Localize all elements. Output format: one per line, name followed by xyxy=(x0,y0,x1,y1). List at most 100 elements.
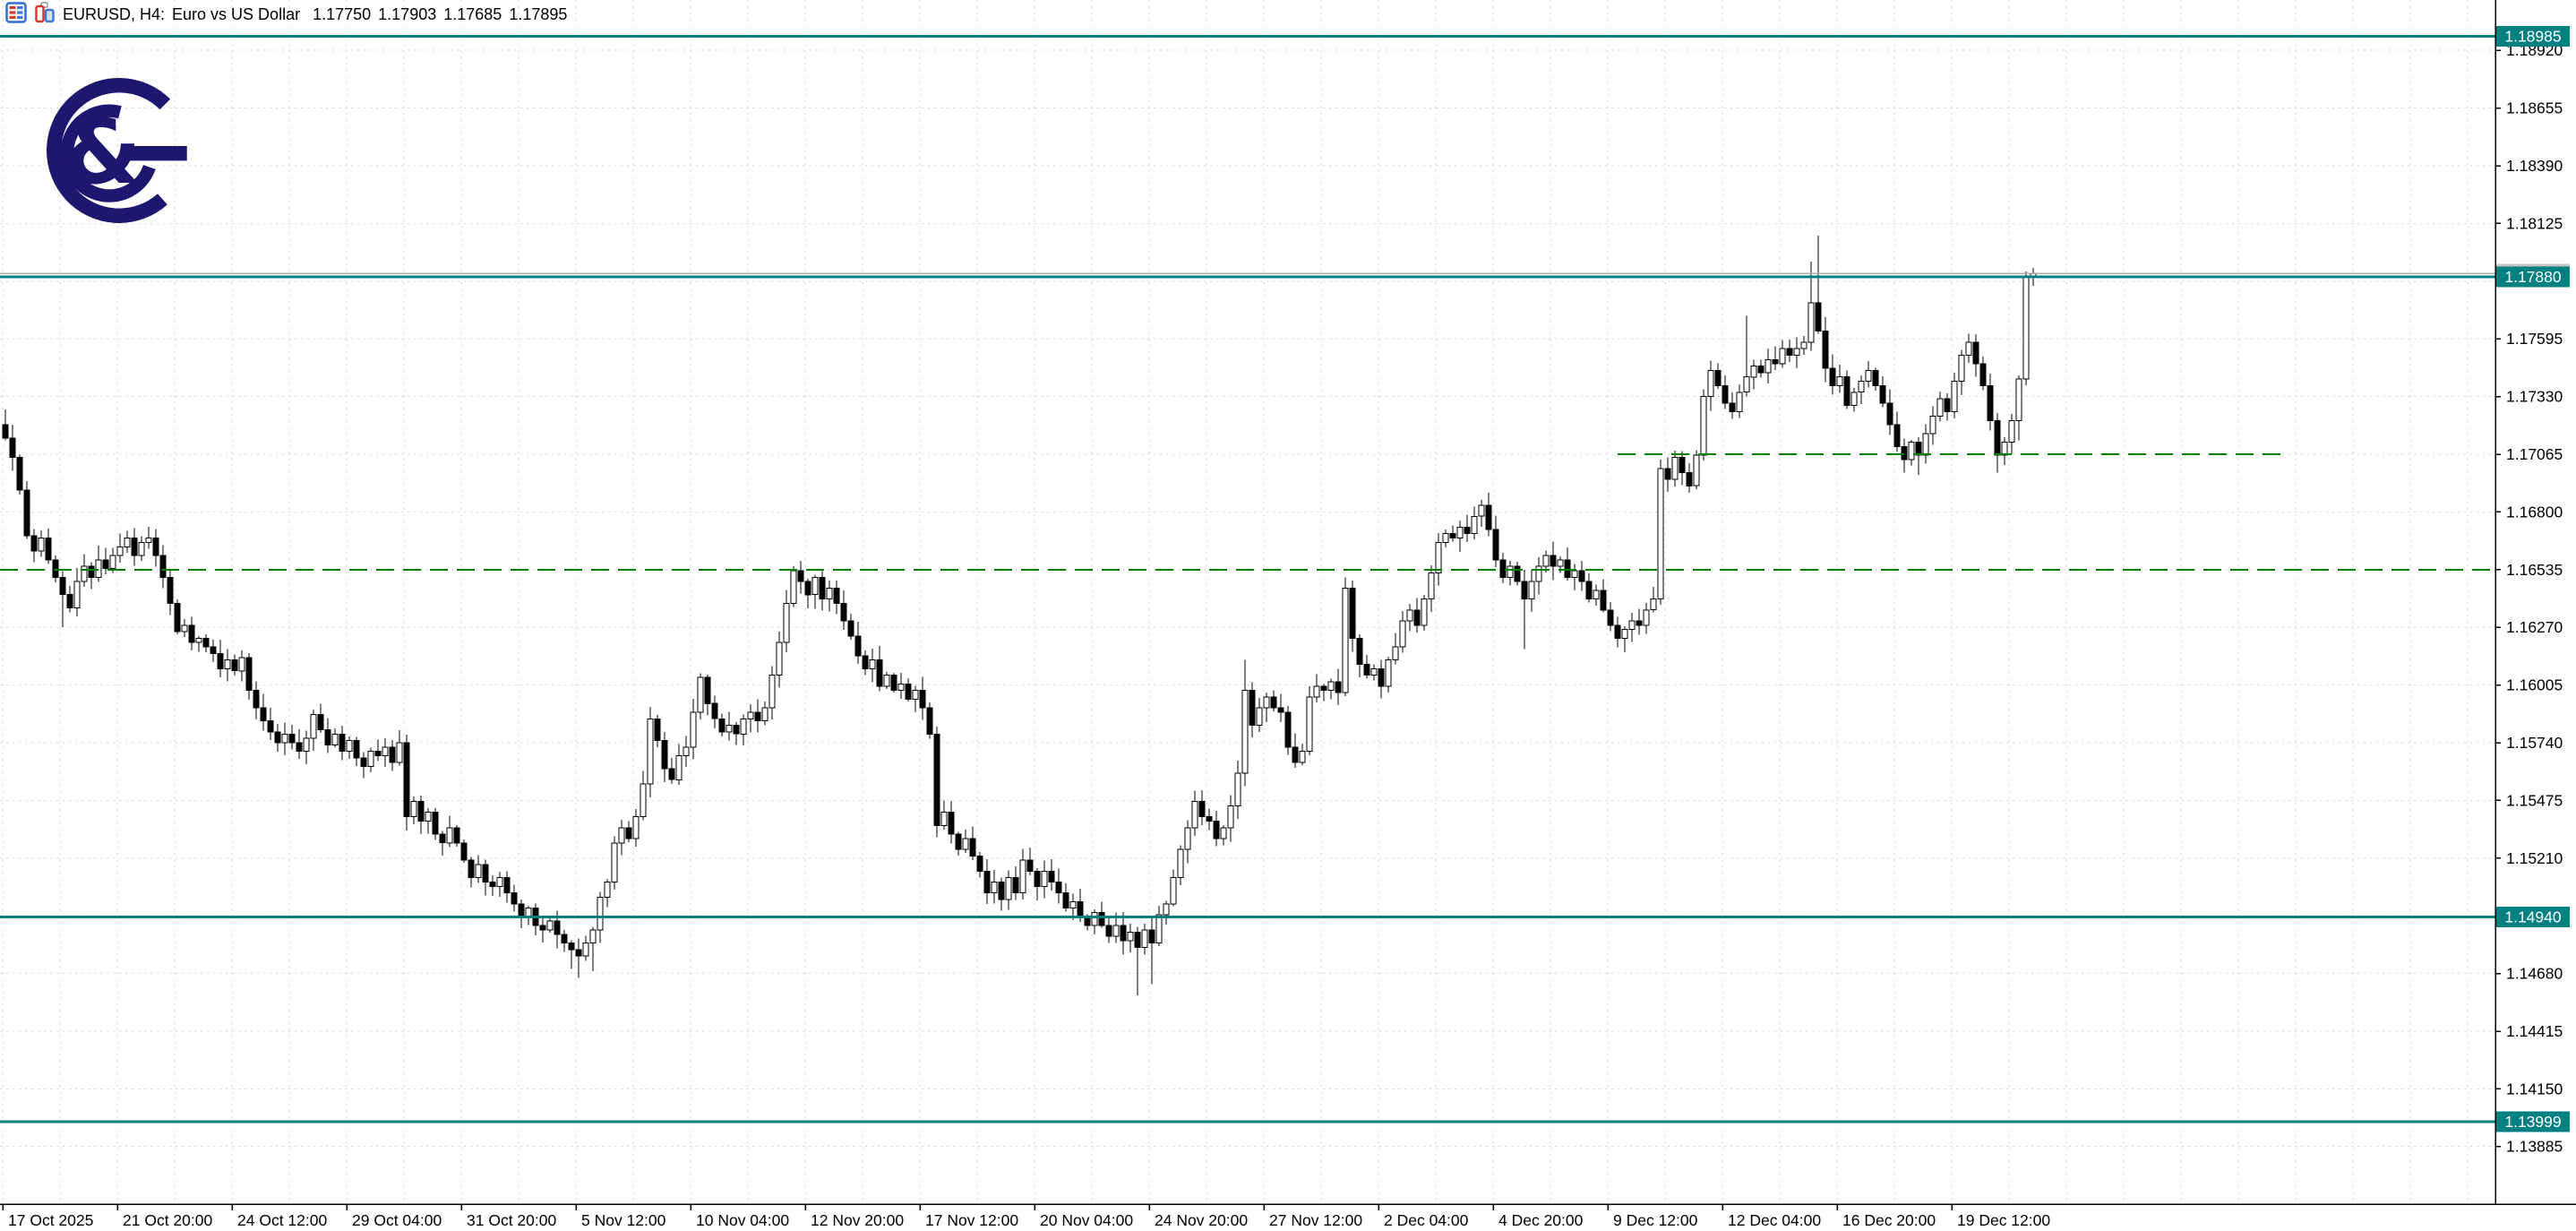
candle-body xyxy=(862,655,869,669)
candle-body xyxy=(489,882,496,887)
candle-body xyxy=(1198,801,1206,818)
candle-body xyxy=(159,555,167,578)
candle-body xyxy=(1421,598,1428,626)
level-lines-layer[interactable] xyxy=(0,35,2495,1123)
time-axis-label: 21 Oct 20:00 xyxy=(123,1211,212,1229)
candle-body xyxy=(1055,882,1062,894)
candle-body xyxy=(503,877,511,894)
candle-body xyxy=(1313,685,1320,698)
candle-body xyxy=(1485,504,1492,530)
candle-body xyxy=(933,733,940,826)
candle-body xyxy=(1987,385,1994,421)
candle-body xyxy=(797,570,804,582)
candle-body xyxy=(30,535,38,552)
market-watch-icon[interactable] xyxy=(5,1,27,28)
candle-body xyxy=(1134,931,1141,948)
candle-body xyxy=(1807,302,1815,343)
level-price-tag xyxy=(2496,266,2570,288)
logo-crossbar xyxy=(125,145,187,161)
candle-body xyxy=(1585,581,1593,600)
candle-body xyxy=(790,570,797,604)
candle-body xyxy=(955,833,962,850)
candle-body xyxy=(1908,442,1915,461)
candle-body xyxy=(1105,925,1112,937)
candle-body xyxy=(38,538,45,552)
candle-body xyxy=(1936,398,1944,417)
candle-body xyxy=(539,925,546,931)
time-axis-label: 2 Dec 04:00 xyxy=(1384,1211,1469,1229)
candle-body xyxy=(1120,925,1127,942)
candle-body xyxy=(1206,816,1213,822)
candle-body xyxy=(683,746,690,756)
candle-body xyxy=(1449,533,1456,539)
candle-body xyxy=(195,637,202,643)
candle-body xyxy=(324,728,331,745)
candle-body xyxy=(1342,588,1349,693)
price-tags-layer: 1.18985 1.17880 1.14940 1.13999 xyxy=(2496,26,2570,1132)
candle-body xyxy=(869,659,876,669)
candle-wick xyxy=(578,938,580,978)
candle-body xyxy=(876,659,883,687)
price-axis-label: 1.15740 xyxy=(2506,734,2563,752)
candle-body xyxy=(847,620,854,637)
candle-body xyxy=(1507,565,1514,578)
candle-body xyxy=(511,892,518,905)
candle-body xyxy=(1886,402,1893,426)
candle-body xyxy=(1836,376,1843,386)
candle-body xyxy=(1736,392,1743,413)
candle-body xyxy=(1958,354,1965,383)
candle-body xyxy=(1614,624,1621,639)
candle-body xyxy=(2,424,9,439)
candle-body xyxy=(890,675,897,692)
candle-body xyxy=(1012,877,1019,894)
candle-body xyxy=(969,838,976,857)
candle-body xyxy=(1256,707,1263,726)
candle-body xyxy=(1442,533,1449,543)
candle-body xyxy=(1098,912,1105,926)
candle-body xyxy=(983,870,991,894)
candle-body xyxy=(1650,598,1657,611)
candle-body xyxy=(1048,870,1055,883)
time-axis-label: 20 Nov 04:00 xyxy=(1040,1211,1133,1229)
candle-body xyxy=(1929,416,1936,435)
candle-body xyxy=(661,740,668,770)
candle-body xyxy=(1944,398,1951,413)
candle-body xyxy=(288,733,296,744)
candle-body xyxy=(260,707,267,722)
candle-body xyxy=(1951,381,1958,413)
candle-body xyxy=(1349,588,1356,639)
time-axis-label: 27 Nov 12:00 xyxy=(1269,1211,1362,1229)
candle-body xyxy=(1492,529,1499,561)
candle-body xyxy=(1729,402,1736,413)
level-price-tag-label: 1.18985 xyxy=(2504,28,2561,46)
candle-body xyxy=(1141,929,1148,948)
candle-body xyxy=(202,637,210,648)
candle-body xyxy=(811,576,819,596)
candle-body xyxy=(496,877,503,887)
candle-body xyxy=(66,594,73,608)
candle-body xyxy=(403,742,410,818)
chart-bars-icon[interactable] xyxy=(34,1,56,28)
candle-body xyxy=(1356,637,1363,665)
candle-body xyxy=(726,725,733,733)
candle-body xyxy=(561,934,568,944)
candle-body xyxy=(331,733,339,745)
candle-body xyxy=(1069,900,1077,909)
candle-body xyxy=(2022,277,2030,380)
candle-body xyxy=(1191,801,1198,829)
candle-body xyxy=(1521,581,1528,600)
price-axis-label: 1.16535 xyxy=(2506,561,2563,579)
candle-body xyxy=(1299,751,1306,763)
candle-body xyxy=(668,768,675,780)
candle-body xyxy=(210,646,217,654)
candle-body xyxy=(224,659,231,669)
candle-body xyxy=(1550,555,1557,567)
time-axis-label: 17 Oct 2025 xyxy=(8,1211,93,1229)
candle-body xyxy=(1320,685,1327,692)
candle-body xyxy=(1571,570,1578,578)
candle-wick xyxy=(1774,346,1776,370)
candle-body xyxy=(238,657,245,672)
candle-body xyxy=(389,746,396,763)
